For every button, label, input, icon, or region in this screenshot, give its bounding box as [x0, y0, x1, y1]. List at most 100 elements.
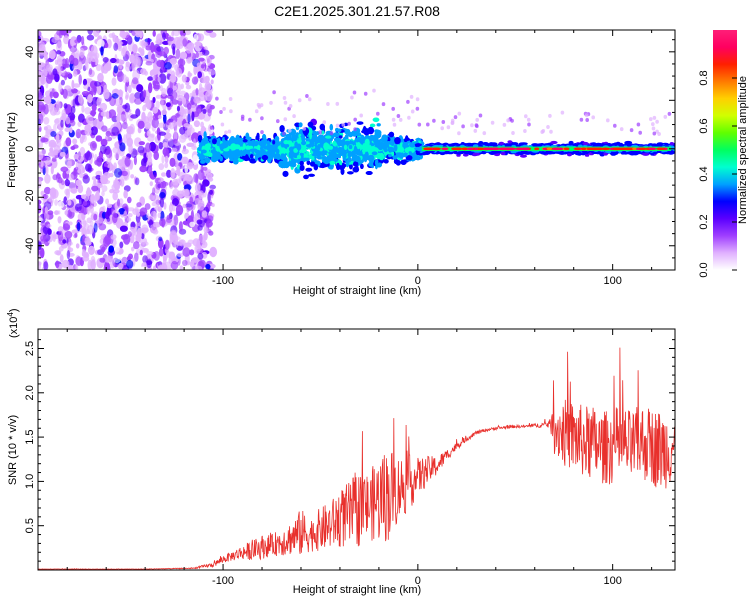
- heat-cell: [169, 57, 177, 65]
- heat-cell: [172, 198, 179, 207]
- heat-cell: [272, 145, 277, 149]
- heat-cell: [84, 127, 92, 136]
- heat-cell: [174, 239, 179, 249]
- heat-cell: [157, 37, 165, 43]
- heat-cell: [90, 126, 98, 136]
- heat-cell: [103, 88, 110, 100]
- heat-cell: [240, 117, 245, 121]
- heat-cell: [156, 202, 160, 208]
- heat-cell: [208, 69, 216, 76]
- heat-cell: [349, 163, 353, 170]
- heat-cell: [224, 130, 228, 135]
- heat-cell: [197, 147, 202, 152]
- heat-cell: [145, 151, 153, 159]
- heat-cell: [88, 68, 93, 75]
- heat-cell: [128, 253, 133, 260]
- heat-cell: [84, 240, 92, 246]
- heat-cell: [291, 135, 298, 142]
- heat-cell: [66, 250, 71, 260]
- heat-cell: [273, 138, 280, 145]
- heat-cell: [338, 135, 343, 139]
- heat-cell: [43, 51, 48, 60]
- heat-cell: [74, 232, 78, 238]
- heat-cell: [306, 160, 311, 166]
- heat-cell: [288, 104, 293, 108]
- heat-cell: [163, 113, 167, 124]
- heat-cell: [164, 162, 169, 169]
- heat-cell: [272, 90, 276, 95]
- heat-cell: [288, 128, 292, 133]
- heat-cell: [223, 152, 228, 158]
- heat-cell: [153, 251, 160, 261]
- heat-cell: [141, 39, 146, 49]
- heat-cell: [176, 252, 184, 258]
- heat-cell: [127, 84, 132, 94]
- heat-cell: [215, 96, 219, 101]
- heat-cell: [191, 132, 200, 143]
- heat-cell: [38, 91, 43, 102]
- heat-cell: [38, 151, 44, 161]
- heat-cell: [457, 131, 461, 136]
- heat-cell: [195, 88, 199, 96]
- heat-cell: [192, 238, 201, 247]
- heat-cell: [440, 126, 445, 131]
- heat-cell: [409, 94, 414, 99]
- heat-cell: [206, 56, 212, 66]
- heat-cell: [101, 190, 105, 197]
- heat-cell: [170, 181, 174, 189]
- heat-cell: [394, 137, 401, 145]
- heat-cell: [205, 30, 214, 34]
- heat-cell: [82, 255, 90, 262]
- heat-cell: [47, 102, 54, 112]
- heat-cell: [171, 90, 178, 100]
- heat-cell: [111, 77, 117, 86]
- heat-cell: [340, 168, 345, 175]
- heat-cell: [96, 97, 102, 107]
- heat-cell: [51, 157, 57, 162]
- heat-cell: [75, 179, 82, 187]
- heat-cell: [157, 114, 162, 120]
- heat-cell: [135, 206, 139, 214]
- heat-cell: [56, 30, 63, 36]
- heat-cell: [72, 70, 78, 77]
- heat-cell: [259, 103, 264, 108]
- heat-cell: [461, 124, 465, 129]
- heat-cell: [199, 76, 208, 84]
- heat-cell: [38, 204, 42, 214]
- heat-cell: [338, 154, 341, 159]
- heat-cell: [140, 266, 148, 270]
- heat-cell: [208, 230, 214, 236]
- heat-cell: [172, 204, 176, 212]
- heat-cell: [235, 134, 240, 142]
- heat-cell: [426, 122, 430, 127]
- heat-cell: [87, 164, 93, 174]
- heat-cell: [157, 122, 166, 128]
- heat-cell: [197, 135, 203, 143]
- heat-cell: [300, 146, 307, 154]
- heat-cell: [338, 151, 345, 156]
- heat-cell: [74, 39, 81, 44]
- heat-cell: [162, 142, 168, 148]
- heat-cell: [183, 159, 188, 164]
- heat-cell: [148, 194, 155, 201]
- heat-cell: [362, 148, 366, 155]
- heat-cell: [191, 257, 200, 263]
- heat-cell: [153, 171, 157, 178]
- heat-cell: [44, 160, 51, 166]
- heat-cell: [100, 138, 108, 147]
- heat-cell: [125, 76, 130, 83]
- heat-cell: [365, 171, 373, 175]
- heat-cell: [81, 105, 85, 113]
- heat-cell: [636, 122, 641, 127]
- heat-cell: [126, 34, 131, 40]
- heat-cell: [113, 65, 119, 74]
- heat-cell: [161, 154, 165, 164]
- heat-cell: [153, 210, 157, 219]
- heat-cell: [156, 60, 164, 68]
- heat-cell: [164, 137, 173, 142]
- heat-cell: [69, 120, 76, 127]
- heat-cell: [245, 149, 251, 155]
- heat-cell: [116, 149, 122, 155]
- heat-cell: [195, 51, 199, 59]
- heat-cell: [187, 113, 191, 124]
